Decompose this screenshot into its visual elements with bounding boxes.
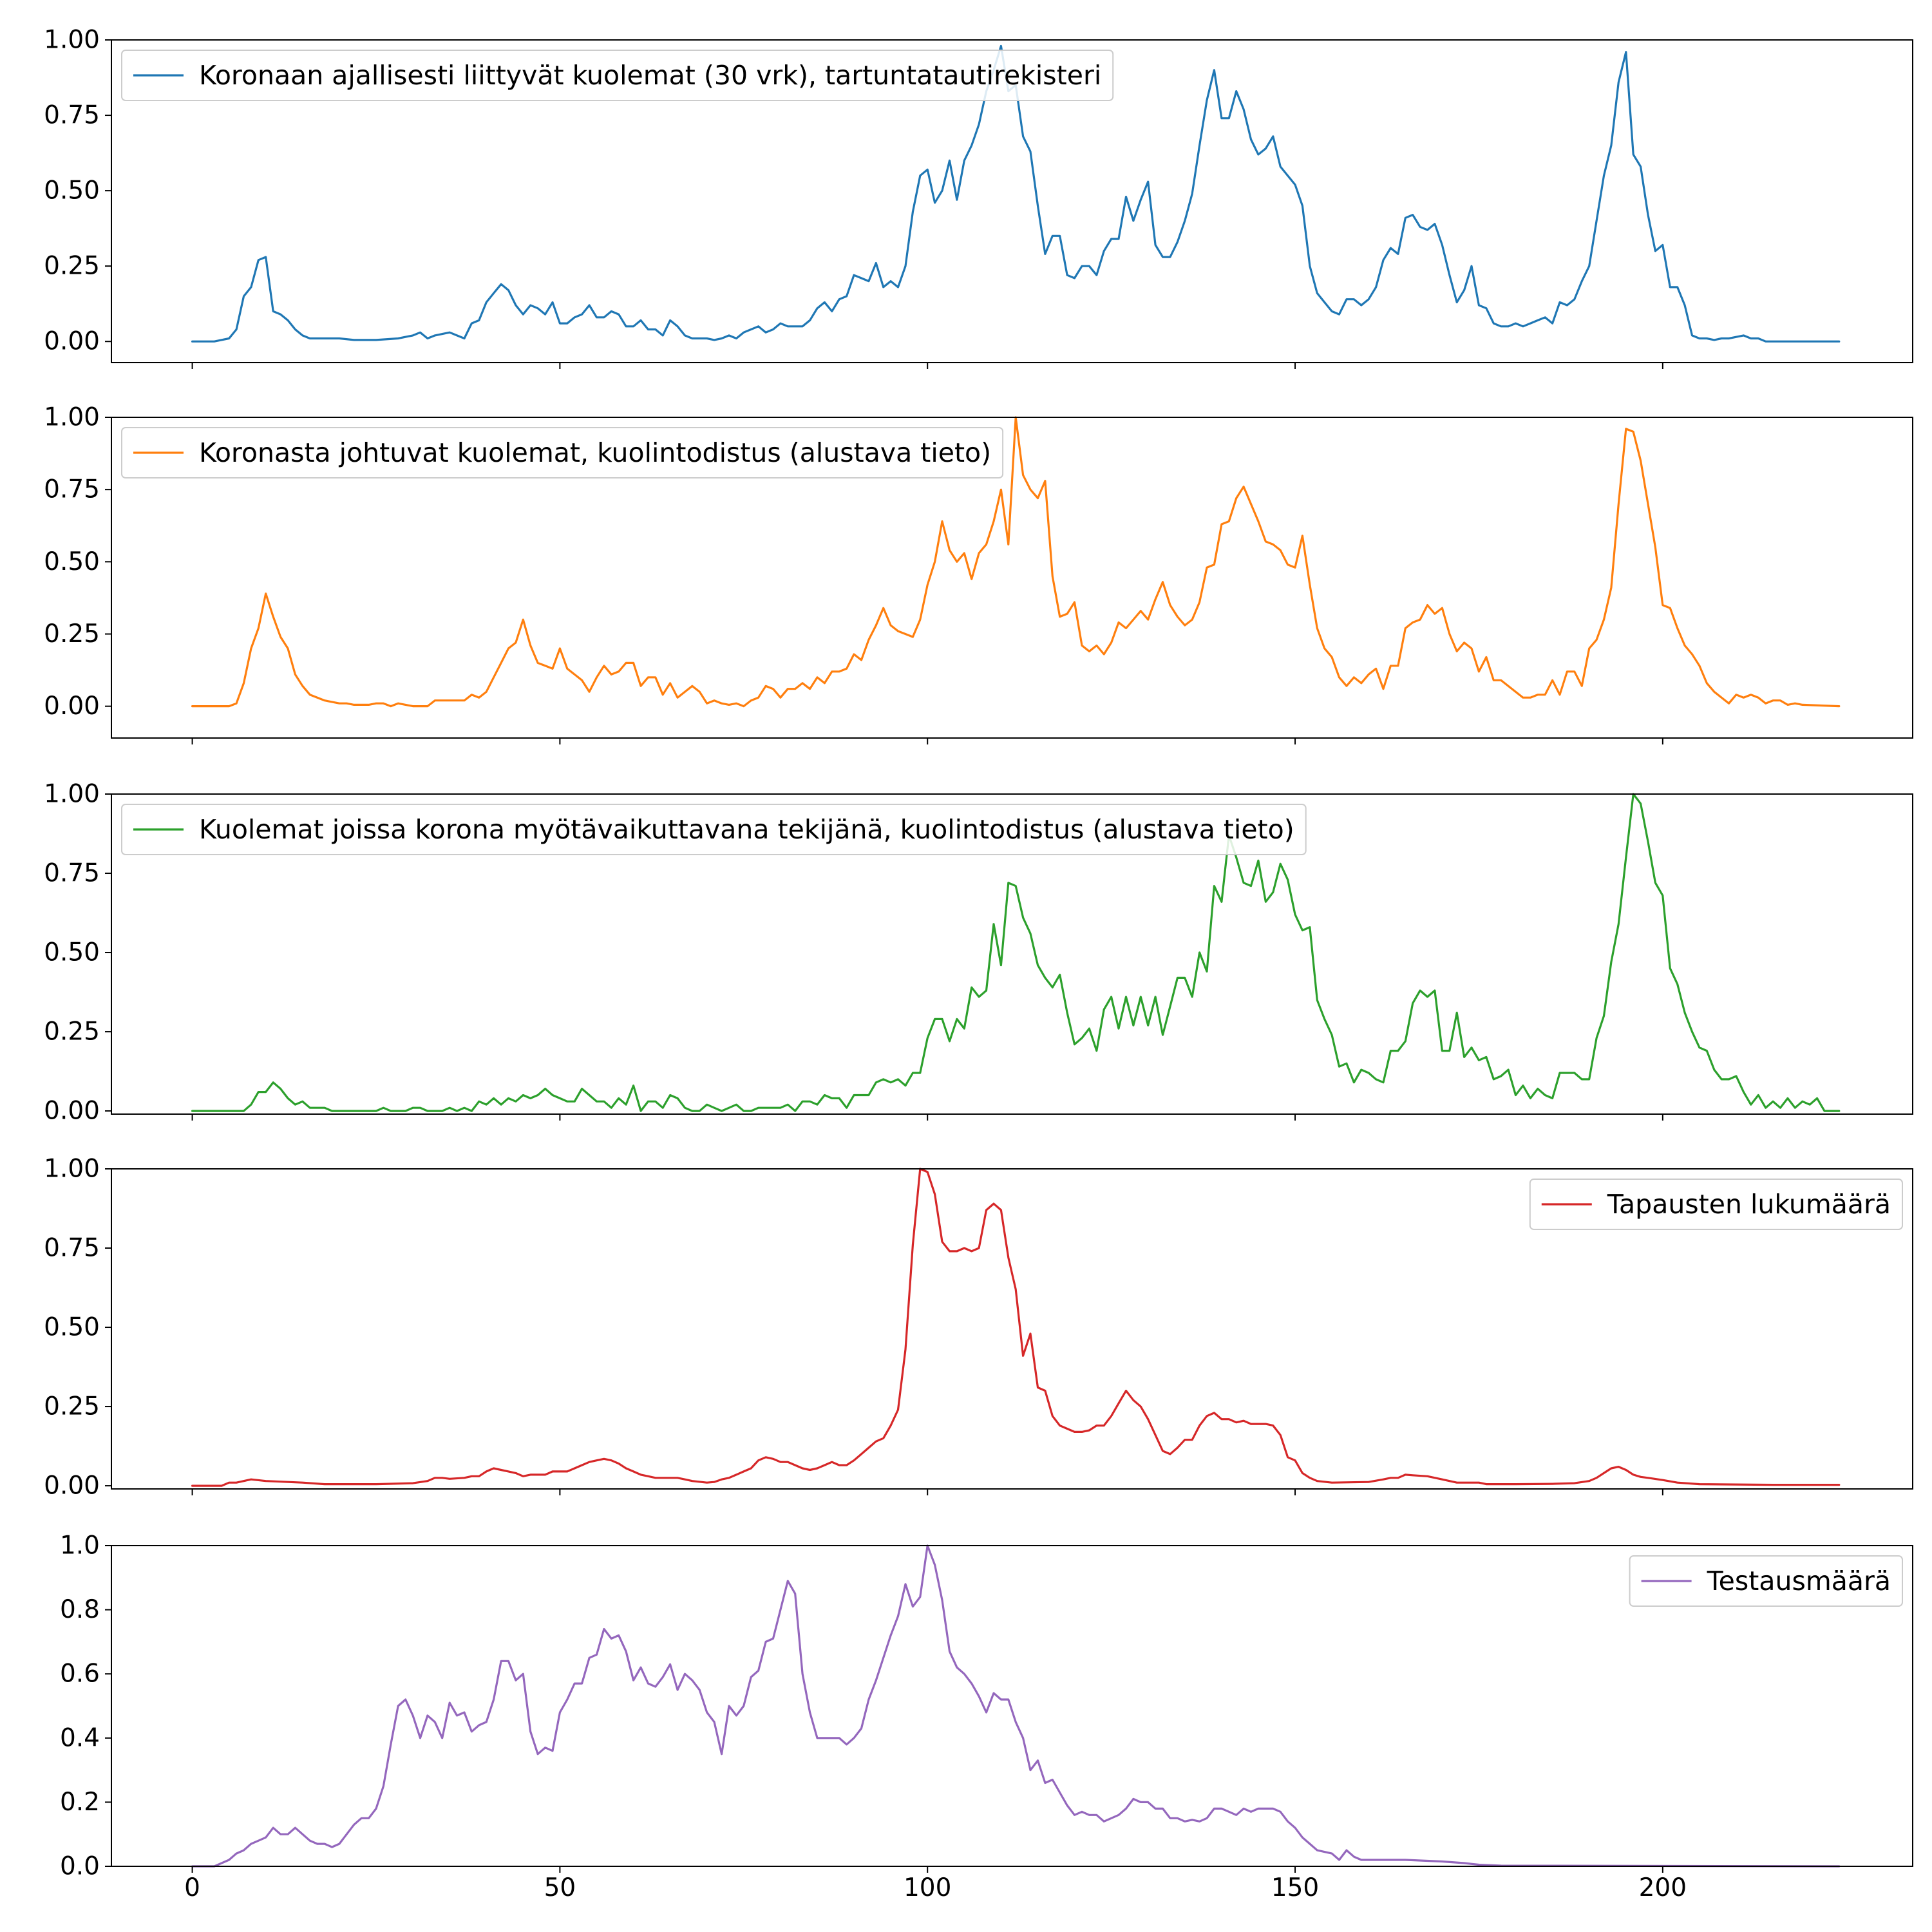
series-line-1-1 [191, 44, 1841, 343]
legend-frame [1629, 1555, 1903, 1607]
y-tick-label: 0.25 [44, 620, 100, 649]
legend: Koronasta johtuvat kuolemat, kuolintodis… [121, 427, 1004, 478]
legend-frame [121, 427, 1004, 478]
legend-frame [121, 50, 1114, 101]
y-tick-label: 0.75 [44, 859, 100, 888]
y-tick-label: 1.00 [44, 780, 100, 809]
x-tick-label: 100 [904, 1873, 951, 1902]
y-tick-label: 0.75 [44, 1234, 100, 1263]
x-tick-label: 150 [1271, 1873, 1319, 1902]
y-tick-label: 0.0 [60, 1852, 100, 1881]
y-tick-label: 0.50 [44, 176, 100, 205]
legend: Testausmäärä [1629, 1555, 1903, 1607]
y-tick-label: 0.25 [44, 252, 100, 281]
legend-frame [121, 804, 1307, 855]
y-tick-label: 0.50 [44, 1313, 100, 1342]
y-tick-label: 0.25 [44, 1018, 100, 1046]
subplot-1: 0.00 0.25 0.50 0.75 1.00 Koronaan ajallisesti… [44, 26, 1913, 369]
y-tick-label: 1.00 [44, 26, 100, 55]
y-tick-label: 0.75 [44, 101, 100, 130]
subplot-5: 0.0 0.2 0.4 0.6 0.8 1.0 0 50 100 150 200 Testausmää… [60, 1531, 1913, 1902]
axes-frame [111, 1545, 1913, 1867]
y-tick-label: 0.8 [60, 1595, 100, 1624]
axes-frame [111, 1168, 1913, 1490]
subplot-2: 0.00 0.25 0.50 0.75 1.00 Koronasta johtuvat k… [44, 403, 1913, 744]
series-line-5-1 [191, 1544, 1841, 1868]
axes-frame [111, 39, 1913, 363]
x-tick-label: 200 [1639, 1873, 1687, 1902]
legend: Koronaan ajallisesti liittyvät kuolemat … [121, 50, 1114, 101]
y-tick-label: 0.00 [44, 327, 100, 356]
legend: Tapausten lukumäärä [1529, 1179, 1903, 1230]
y-tick-label: 0.50 [44, 547, 100, 576]
y-tick-label: 0.2 [60, 1788, 100, 1817]
y-tick-label: 0.6 [60, 1660, 100, 1689]
legend-label: Kuolemat joissa korona myötävaikuttavana… [199, 814, 1294, 845]
legend-label: Koronaan ajallisesti liittyvät kuolemat … [199, 60, 1101, 91]
series-line-4-1 [191, 1168, 1841, 1487]
legend-label: Koronasta johtuvat kuolemat, kuolintodis… [199, 437, 991, 468]
y-tick-label: 0.00 [44, 1097, 100, 1126]
y-tick-label: 0.00 [44, 692, 100, 721]
y-tick-label: 0.25 [44, 1392, 100, 1421]
legend-label: Testausmäärä [1707, 1566, 1891, 1596]
legend-frame [1529, 1179, 1903, 1230]
y-tick-label: 1.00 [44, 403, 100, 432]
subplot-3: 0.00 0.25 0.50 0.75 1.00 Kuolemat joissa koro… [44, 780, 1913, 1126]
axes-frame [111, 417, 1913, 739]
legend: Kuolemat joissa korona myötävaikuttavana… [121, 804, 1307, 855]
y-tick-label: 0.50 [44, 938, 100, 967]
x-tick-label: 0 [184, 1873, 200, 1902]
y-tick-label: 1.00 [44, 1155, 100, 1184]
y-tick-label: 1.0 [60, 1531, 100, 1560]
series-line-3-1 [191, 793, 1841, 1112]
y-tick-label: 0.4 [60, 1723, 100, 1752]
y-tick-label: 0.00 [44, 1472, 100, 1501]
x-tick-label: 50 [544, 1873, 576, 1902]
subplot-4: 0.00 0.25 0.50 0.75 1.00 Tapausten lukumäärä [44, 1155, 1913, 1501]
series-line-2-1 [191, 416, 1841, 708]
y-tick-label: 0.75 [44, 475, 100, 504]
legend-label: Tapausten lukumäärä [1607, 1189, 1891, 1220]
axes-frame [111, 793, 1913, 1115]
